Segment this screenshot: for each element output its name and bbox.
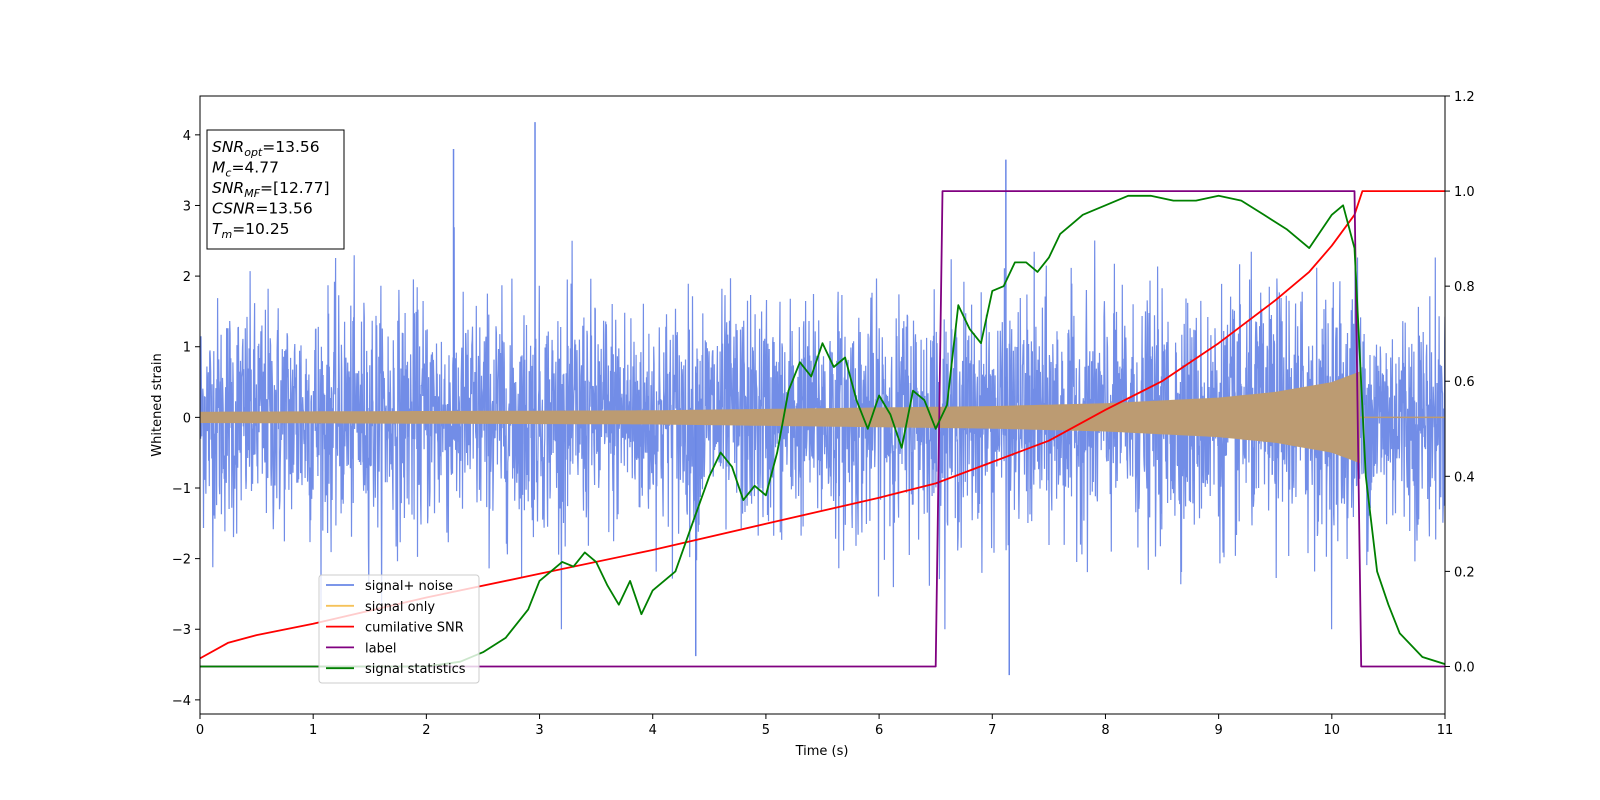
y2-tick-label-3: 0.6	[1454, 375, 1475, 390]
y2-tick-label-5: 1.0	[1454, 185, 1475, 200]
x-tick-label-4: 4	[649, 723, 657, 738]
legend-label-3: label	[365, 641, 396, 656]
y-tick-label-3: −1	[172, 482, 191, 497]
legend: signal+ noise signal only cumilative SNR la…	[318, 574, 480, 684]
y-tick-label-5: 1	[183, 341, 191, 356]
x-tick-label-6: 6	[875, 723, 883, 738]
x-tick-label-10: 10	[1324, 723, 1341, 738]
x-axis-label: Time (s)	[795, 744, 849, 759]
y-tick-label-8: 4	[183, 129, 191, 144]
series-label-line	[200, 190, 1445, 668]
x-tick-label-5: 5	[762, 723, 770, 738]
series-signal-noise-line	[200, 227, 1445, 630]
plot-area	[200, 122, 1445, 676]
y-tick-label-7: 3	[183, 199, 191, 214]
info-box: SNRopt=13.56Mc=4.77SNRMF=[12.77]CSNR=13.…	[206, 129, 345, 250]
legend-label-4: signal statistics	[365, 662, 466, 677]
x-tick-label-0: 0	[196, 723, 204, 738]
info-line-2: SNRMF=[12.77]	[212, 179, 330, 200]
legend-label-1: signal only	[365, 600, 435, 615]
y-tick-label-6: 2	[183, 270, 191, 285]
info-line-3: CSNR=13.56	[212, 200, 313, 218]
series-signal-statistics-line	[200, 194, 1445, 668]
x-tick-label-9: 9	[1214, 723, 1222, 738]
y-tick-label-4: 0	[183, 411, 191, 426]
info-box-frame	[206, 129, 345, 250]
x-tick-label-8: 8	[1101, 723, 1109, 738]
y2-tick-label-0: 0.0	[1454, 660, 1475, 675]
plot-frame	[199, 95, 1446, 715]
x-tick-label-2: 2	[422, 723, 430, 738]
info-line-4: Tm=10.25	[212, 220, 290, 241]
series-signal-only-band	[200, 371, 1361, 464]
y2-tick-label-2: 0.4	[1454, 470, 1475, 485]
y2-tick-label-4: 0.8	[1454, 280, 1475, 295]
axes: 0 1 2 3 4 5 6 7 8 9 10 11 −4 −3 −2 −1 0 1 2 3 4 0.0 0.2 0.4 0.6 0…	[172, 90, 1475, 738]
info-line-1: Mc=4.77	[212, 159, 279, 180]
x-tick-label-11: 11	[1437, 723, 1454, 738]
legend-frame	[318, 574, 480, 684]
legend-label-0: signal+ noise	[365, 579, 453, 594]
y2-tick-label-1: 0.2	[1454, 565, 1475, 580]
y-axis-label: Whitened strain	[150, 353, 165, 456]
y2-tick-label-6: 1.2	[1454, 90, 1475, 105]
x-tick-label-1: 1	[309, 723, 317, 738]
legend-label-2: cumilative SNR	[365, 621, 464, 636]
y-tick-label-2: −2	[172, 553, 191, 568]
x-tick-label-7: 7	[988, 723, 996, 738]
info-line-0: SNRopt=13.56	[212, 138, 320, 159]
y-tick-label-0: −4	[172, 694, 191, 709]
y-tick-label-1: −3	[172, 623, 191, 638]
x-tick-label-3: 3	[535, 723, 543, 738]
